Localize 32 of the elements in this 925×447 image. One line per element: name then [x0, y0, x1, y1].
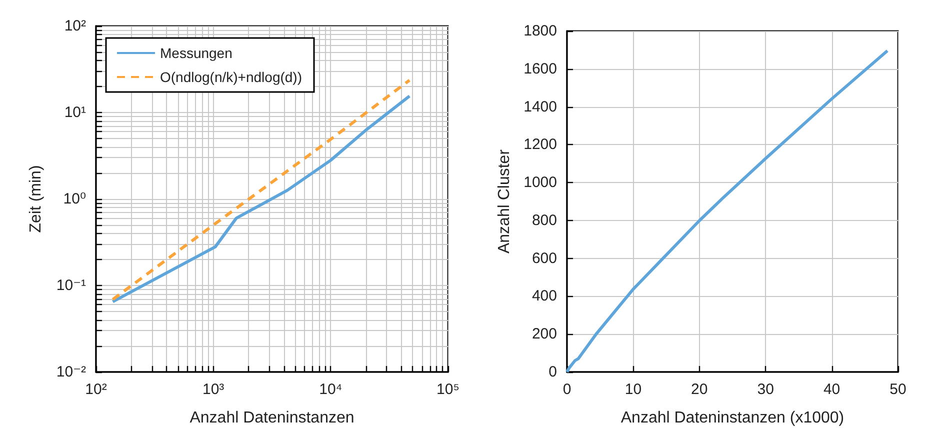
y-tick-label: 1000 — [524, 174, 557, 192]
legend-label: Messungen — [160, 45, 232, 61]
y-tick-label: 200 — [532, 326, 557, 343]
legend-label: O(ndlog(n/k)+ndlog(d)) — [160, 69, 302, 85]
y-tick-label: 1400 — [524, 98, 557, 116]
x-tick-label: 10 — [624, 381, 642, 398]
y-tick-label: 10¹ — [64, 104, 86, 121]
x-tick-label: 10⁴ — [319, 381, 342, 398]
y-tick-label: 10⁰ — [63, 190, 86, 208]
x-axis-title: Anzahl Dateninstanzen — [190, 410, 354, 426]
y-tick-label: 10⁻² — [56, 364, 86, 380]
x-tick-label: 0 — [562, 381, 572, 398]
x-tick-label: 30 — [757, 381, 774, 398]
x-tick-label: 10⁵ — [436, 381, 460, 398]
x-tick-label: 20 — [691, 381, 708, 398]
y-tick-label: 1600 — [524, 60, 557, 78]
y-tick-label: 1800 — [524, 22, 557, 40]
line-series — [566, 49, 889, 374]
y-tick-label: 10² — [64, 18, 86, 34]
y-tick-label: 600 — [532, 250, 557, 267]
y-axis-title: Zeit (min) — [28, 165, 44, 233]
x-tick-label: 10³ — [202, 381, 224, 398]
y-tick-label: 800 — [532, 212, 557, 229]
y-tick-label: 0 — [548, 364, 557, 380]
y-axis-title: Anzahl Cluster — [496, 148, 514, 254]
x-tick-label: 50 — [890, 381, 906, 398]
y-tick-label: 400 — [532, 288, 557, 305]
y-tick-label: 10⁻¹ — [56, 277, 86, 294]
x-tick-label: 10² — [85, 381, 107, 398]
y-tick-label: 1200 — [524, 136, 557, 154]
x-axis-title: Anzahl Dateninstanzen (x1000) — [620, 410, 844, 426]
x-tick-label: 40 — [823, 381, 840, 398]
